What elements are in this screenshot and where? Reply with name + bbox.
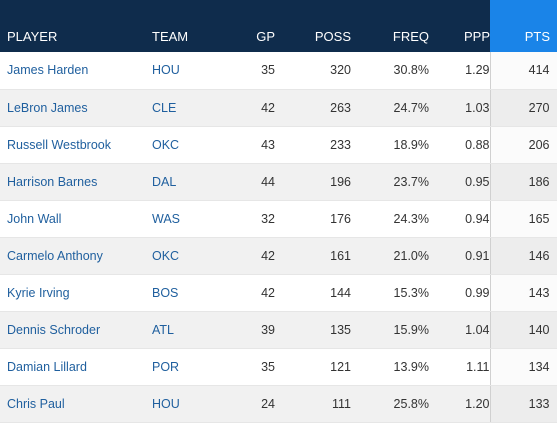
team-link[interactable]: OKC <box>152 237 227 275</box>
column-header-gp[interactable]: GP <box>256 28 275 44</box>
team-link[interactable]: POR <box>152 348 227 386</box>
pts-cell: 414 <box>489 52 557 90</box>
table-header: PLAYER TEAM GP POSS FREQ PPP PTS <box>0 0 557 52</box>
pts-cell: 133 <box>489 385 557 423</box>
ppp-cell: 1.11 <box>429 348 490 386</box>
player-name-link[interactable]: Dennis Schroder <box>0 311 152 349</box>
table-row: Carmelo Anthony OKC 42 161 21.0% 0.91 146 <box>0 237 557 275</box>
column-header-player[interactable]: PLAYER <box>7 28 58 44</box>
gp-cell: 32 <box>227 200 275 238</box>
table-body: James Harden HOU 35 320 30.8% 1.29 414 LeBron J… <box>0 52 557 423</box>
gp-cell: 42 <box>227 89 275 127</box>
table-row: Russell Westbrook OKC 43 233 18.9% 0.88 206 <box>0 126 557 164</box>
ppp-cell: 1.20 <box>429 385 490 423</box>
ppp-cell: 1.04 <box>429 311 490 349</box>
ppp-cell: 1.29 <box>429 52 490 90</box>
header-row: PLAYER TEAM GP POSS FREQ PPP PTS <box>0 0 557 52</box>
gp-cell: 42 <box>227 237 275 275</box>
poss-cell: 320 <box>275 52 351 90</box>
ppp-cell: 0.88 <box>429 126 490 164</box>
table-row: Damian Lillard POR 35 121 13.9% 1.11 134 <box>0 348 557 386</box>
pts-cell: 143 <box>489 274 557 312</box>
gp-cell: 42 <box>227 274 275 312</box>
poss-cell: 176 <box>275 200 351 238</box>
poss-cell: 263 <box>275 89 351 127</box>
column-header-pts[interactable]: PTS <box>490 0 557 52</box>
player-name-link[interactable]: Damian Lillard <box>0 348 152 386</box>
player-name-link[interactable]: Carmelo Anthony <box>0 237 152 275</box>
freq-cell: 18.9% <box>351 126 429 164</box>
player-name-link[interactable]: James Harden <box>0 52 152 90</box>
gp-cell: 24 <box>227 385 275 423</box>
poss-cell: 135 <box>275 311 351 349</box>
gp-cell: 43 <box>227 126 275 164</box>
pts-cell: 146 <box>489 237 557 275</box>
pts-cell: 186 <box>489 163 557 201</box>
freq-cell: 13.9% <box>351 348 429 386</box>
ppp-cell: 1.03 <box>429 89 490 127</box>
pts-cell: 134 <box>489 348 557 386</box>
poss-cell: 121 <box>275 348 351 386</box>
player-name-link[interactable]: Kyrie Irving <box>0 274 152 312</box>
team-link[interactable]: OKC <box>152 126 227 164</box>
table-row: James Harden HOU 35 320 30.8% 1.29 414 <box>0 52 557 90</box>
poss-cell: 111 <box>275 385 351 423</box>
column-header-poss[interactable]: POSS <box>314 28 351 44</box>
column-header-freq[interactable]: FREQ <box>392 28 429 44</box>
table-row: LeBron James CLE 42 263 24.7% 1.03 270 <box>0 89 557 127</box>
freq-cell: 15.9% <box>351 311 429 349</box>
gp-cell: 35 <box>227 348 275 386</box>
player-name-link[interactable]: Russell Westbrook <box>0 126 152 164</box>
pts-cell: 206 <box>489 126 557 164</box>
team-link[interactable]: CLE <box>152 89 227 127</box>
freq-cell: 15.3% <box>351 274 429 312</box>
team-link[interactable]: BOS <box>152 274 227 312</box>
table-row: Kyrie Irving BOS 42 144 15.3% 0.99 143 <box>0 274 557 312</box>
freq-cell: 21.0% <box>351 237 429 275</box>
table-row: Harrison Barnes DAL 44 196 23.7% 0.95 186 <box>0 163 557 201</box>
gp-cell: 35 <box>227 52 275 90</box>
gp-cell: 39 <box>227 311 275 349</box>
poss-cell: 233 <box>275 126 351 164</box>
player-name-link[interactable]: John Wall <box>0 200 152 238</box>
ppp-cell: 0.95 <box>429 163 490 201</box>
ppp-cell: 0.91 <box>429 237 490 275</box>
freq-cell: 23.7% <box>351 163 429 201</box>
team-link[interactable]: HOU <box>152 52 227 90</box>
pts-cell: 140 <box>489 311 557 349</box>
freq-cell: 24.7% <box>351 89 429 127</box>
poss-cell: 196 <box>275 163 351 201</box>
gp-cell: 44 <box>227 163 275 201</box>
player-name-link[interactable]: LeBron James <box>0 89 152 127</box>
freq-cell: 24.3% <box>351 200 429 238</box>
poss-cell: 161 <box>275 237 351 275</box>
column-header-team[interactable]: TEAM <box>152 28 189 44</box>
pts-cell: 270 <box>489 89 557 127</box>
table-row: Chris Paul HOU 24 111 25.8% 1.20 133 <box>0 385 557 423</box>
team-link[interactable]: DAL <box>152 163 227 201</box>
table-row: John Wall WAS 32 176 24.3% 0.94 165 <box>0 200 557 238</box>
poss-cell: 144 <box>275 274 351 312</box>
pts-cell: 165 <box>489 200 557 238</box>
freq-cell: 30.8% <box>351 52 429 90</box>
player-name-link[interactable]: Harrison Barnes <box>0 163 152 201</box>
ppp-cell: 0.94 <box>429 200 490 238</box>
player-name-link[interactable]: Chris Paul <box>0 385 152 423</box>
column-header-ppp[interactable]: PPP <box>463 28 490 44</box>
freq-cell: 25.8% <box>351 385 429 423</box>
team-link[interactable]: ATL <box>152 311 227 349</box>
ppp-cell: 0.99 <box>429 274 490 312</box>
team-link[interactable]: HOU <box>152 385 227 423</box>
team-link[interactable]: WAS <box>152 200 227 238</box>
table-row: Dennis Schroder ATL 39 135 15.9% 1.04 140 <box>0 311 557 349</box>
